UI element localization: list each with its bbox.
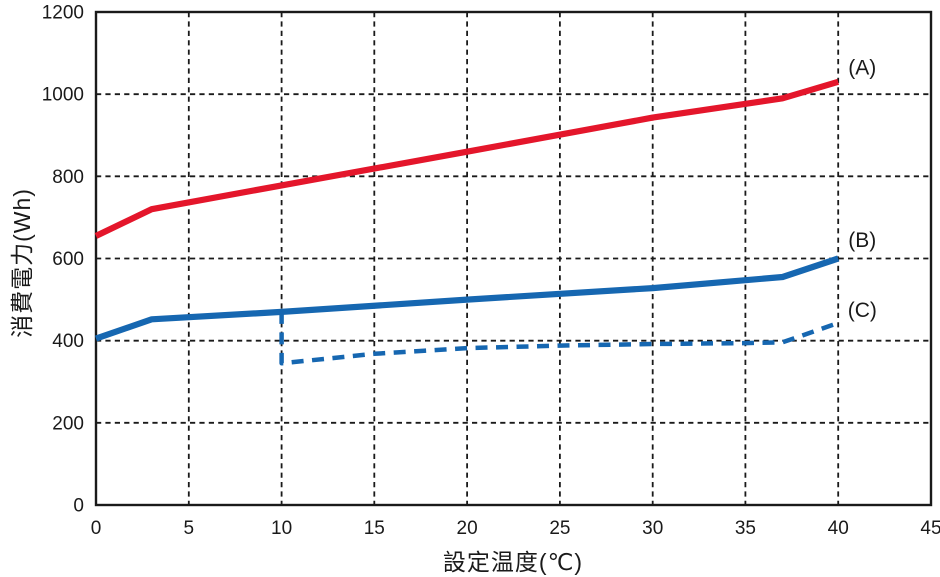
y-tick-label: 200 bbox=[52, 413, 84, 434]
x-tick-label: 35 bbox=[735, 518, 756, 539]
y-tick-label: 400 bbox=[52, 331, 84, 352]
y-tick-label: 1200 bbox=[42, 3, 84, 24]
y-tick-label: 600 bbox=[52, 249, 84, 270]
x-tick-label: 0 bbox=[91, 518, 102, 539]
x-tick-label: 10 bbox=[271, 518, 292, 539]
x-tick-label: 40 bbox=[828, 518, 849, 539]
y-tick-label: 800 bbox=[52, 167, 84, 188]
x-tick-label: 30 bbox=[642, 518, 663, 539]
series-b-line bbox=[94, 255, 840, 342]
y-axis-title: 消費電力(Wh) bbox=[9, 188, 35, 338]
series-c-line bbox=[279, 311, 839, 366]
x-tick-label: 15 bbox=[364, 518, 385, 539]
x-tick-label: 45 bbox=[920, 518, 940, 539]
series-b-label: (B) bbox=[848, 229, 876, 252]
y-tick-label: 0 bbox=[73, 496, 84, 517]
series-c-label: (C) bbox=[848, 299, 877, 322]
x-tick-label: 25 bbox=[549, 518, 570, 539]
series-a-label: (A) bbox=[848, 57, 876, 80]
x-tick-label: 5 bbox=[184, 518, 195, 539]
y-tick-label: 1000 bbox=[42, 85, 84, 106]
x-axis-title: 設定温度(℃) bbox=[442, 549, 584, 575]
plot-border bbox=[94, 10, 933, 507]
x-tick-label: 20 bbox=[457, 518, 478, 539]
series-a-line bbox=[94, 78, 840, 239]
